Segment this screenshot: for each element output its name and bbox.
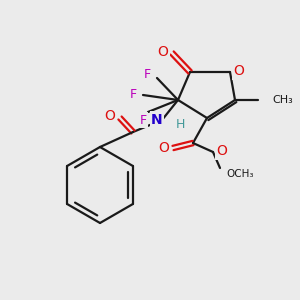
Text: F: F — [143, 68, 151, 82]
Text: F: F — [140, 113, 147, 127]
Text: OCH₃: OCH₃ — [226, 169, 254, 179]
Text: O: O — [234, 64, 244, 78]
Text: O: O — [158, 45, 168, 59]
Text: CH₃: CH₃ — [272, 95, 293, 105]
Text: O: O — [159, 141, 170, 155]
Text: F: F — [129, 88, 137, 101]
Text: H: H — [175, 118, 185, 131]
Text: O: O — [217, 144, 227, 158]
Text: N: N — [151, 113, 163, 127]
Text: O: O — [105, 109, 116, 123]
